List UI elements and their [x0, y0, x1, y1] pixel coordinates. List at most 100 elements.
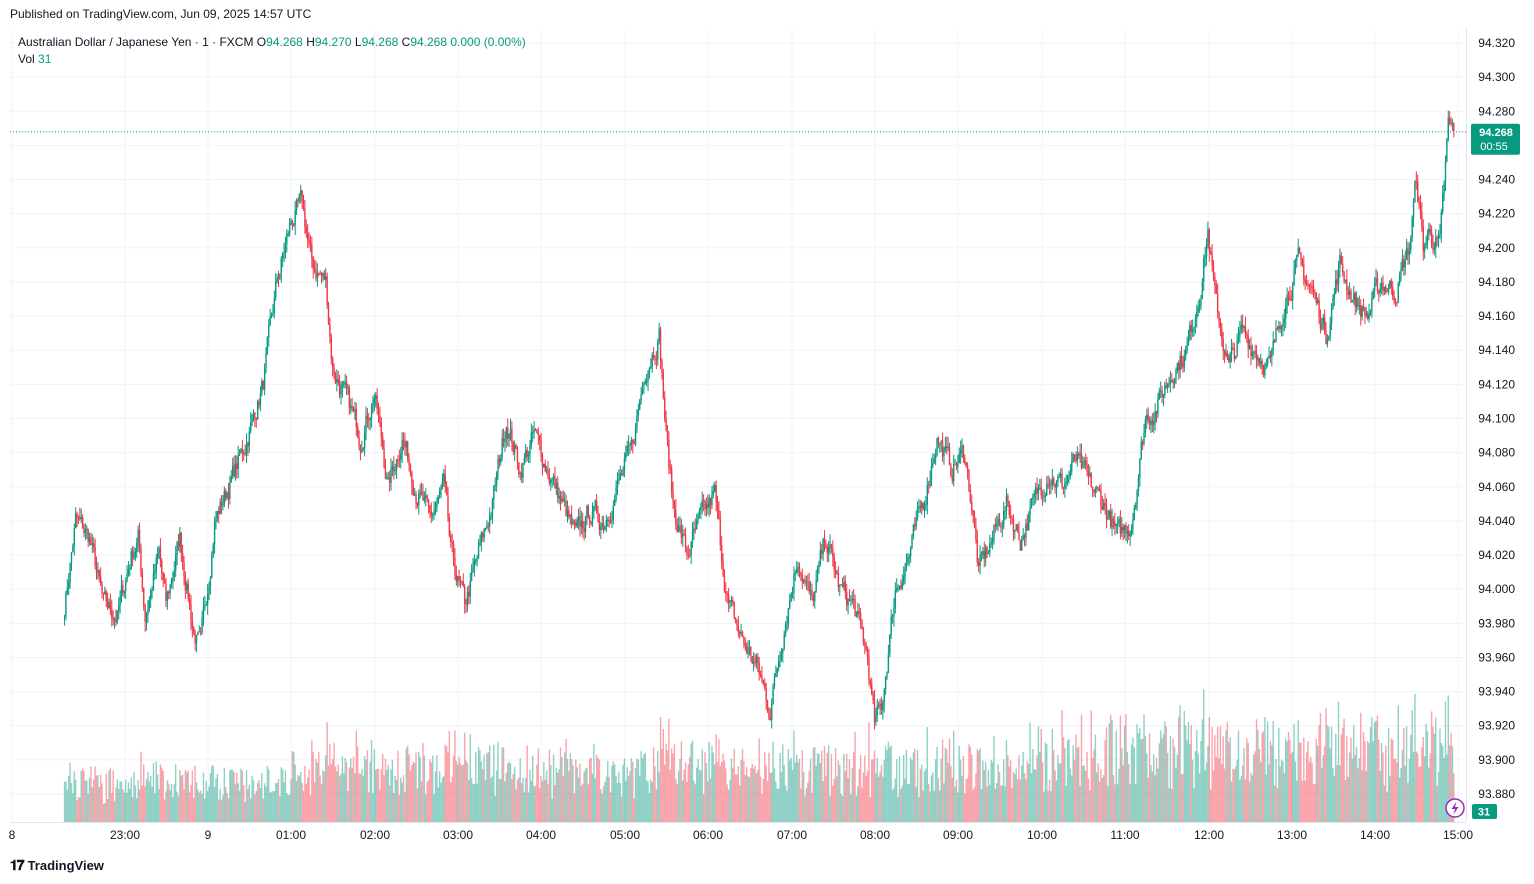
volume-bar — [862, 772, 865, 822]
candle-body — [1112, 518, 1115, 521]
volume-bar — [1447, 695, 1449, 822]
volume-bar — [543, 762, 545, 822]
volume-bar — [1015, 768, 1017, 822]
candle-body — [1421, 212, 1423, 227]
volume-bar — [1385, 745, 1387, 822]
price-tick-label: 94.240 — [1478, 173, 1515, 187]
time-tick-label: 04:00 — [526, 828, 556, 842]
volume-bar — [545, 770, 548, 822]
candle-body — [1247, 336, 1249, 349]
candle-body — [179, 532, 181, 548]
volume-bar — [558, 768, 560, 822]
volume-bar — [1214, 735, 1216, 822]
tradingview-footer[interactable]: 𝟏𝟕 TradingView — [10, 857, 104, 874]
candle-body — [980, 554, 983, 556]
candle-body — [1016, 524, 1019, 531]
candle-body — [1203, 257, 1205, 282]
candlesticks — [63, 110, 1455, 730]
volume-bar — [1439, 728, 1441, 822]
volume-bar — [63, 781, 66, 822]
candle-body — [269, 316, 271, 325]
candle-body — [709, 497, 712, 506]
volume-bar — [293, 751, 295, 822]
candle-body — [194, 633, 196, 644]
volume-bar — [309, 795, 312, 822]
candle-body — [356, 427, 359, 438]
volume-bar — [677, 771, 680, 822]
volume-bar — [1164, 721, 1166, 822]
candle-body — [1322, 317, 1324, 325]
candle-body — [343, 382, 345, 385]
candle-body — [497, 458, 499, 474]
candle-body — [1164, 385, 1166, 395]
candle-body — [1076, 453, 1079, 461]
candle-body — [212, 544, 214, 556]
volume-bar — [1426, 731, 1429, 822]
candle-body — [887, 654, 890, 673]
volume-bar — [708, 741, 710, 822]
candle-body — [1296, 255, 1298, 261]
candle-body — [722, 561, 724, 576]
volume-bar — [475, 751, 477, 822]
volume-bar — [280, 767, 282, 822]
candle-body — [1357, 297, 1359, 307]
volume-bar — [877, 776, 880, 822]
volume-bar — [1193, 788, 1195, 822]
volume-bar — [101, 783, 103, 822]
candle-body — [1005, 495, 1008, 511]
volume-bar — [113, 800, 116, 822]
candle-body — [827, 546, 830, 553]
candle-body — [106, 601, 109, 609]
candle-body — [632, 439, 634, 444]
candle-body — [896, 588, 898, 591]
candle-body — [340, 388, 342, 395]
candle-body — [693, 528, 695, 532]
candle-body — [391, 466, 394, 469]
candle-body — [523, 457, 526, 464]
volume-bar — [865, 776, 867, 822]
candle-body — [766, 700, 769, 709]
candle-body — [225, 491, 227, 498]
volume-bar — [1121, 748, 1123, 822]
symbol-legend[interactable]: Australian Dollar / Japanese Yen · 1 · F… — [18, 35, 526, 49]
volume-bar — [989, 784, 991, 822]
volume-bar — [234, 784, 237, 822]
candle-body — [1198, 305, 1201, 308]
volume-bar — [265, 786, 267, 822]
volume-bar — [536, 764, 538, 822]
volume-bar — [422, 742, 424, 822]
candle-body — [1190, 324, 1192, 332]
candle-body — [222, 504, 224, 506]
volume-bar — [273, 791, 276, 822]
candle-body — [1432, 242, 1434, 250]
candle-body — [540, 440, 542, 456]
volume-bar — [201, 793, 203, 822]
candle-body — [169, 584, 171, 594]
symbol-name[interactable]: Australian Dollar / Japanese Yen · 1 · F… — [18, 35, 254, 49]
candle-body — [520, 472, 523, 479]
candle-body — [473, 561, 476, 568]
volume-bar — [500, 779, 502, 822]
volume-bar — [1336, 765, 1338, 822]
candle-body — [1433, 247, 1436, 250]
candle-body — [1055, 481, 1058, 488]
candle-body — [547, 469, 549, 477]
candle-body — [411, 472, 413, 486]
volume-bar — [608, 777, 610, 822]
time-axis[interactable]: 8 23:00 9 01:00 02:00 03:00 04:00 05:00 06:00 07:… — [9, 828, 1474, 842]
candle-body — [1139, 458, 1141, 478]
candle-body — [1047, 484, 1049, 486]
candle-body — [291, 220, 294, 226]
volume-bar — [1001, 785, 1004, 822]
candle-body — [650, 366, 652, 369]
volume-legend[interactable]: Vol 31 — [18, 52, 51, 66]
volume-bar — [297, 775, 299, 822]
lightning-icon[interactable] — [1445, 798, 1465, 818]
volume-bar — [156, 774, 159, 822]
volume-bar — [1143, 714, 1145, 822]
volume-bar — [697, 759, 699, 822]
volume-bar — [1129, 783, 1131, 822]
published-note: Published on TradingView.com, Jun 09, 20… — [10, 7, 312, 21]
volume-bar — [773, 768, 776, 822]
